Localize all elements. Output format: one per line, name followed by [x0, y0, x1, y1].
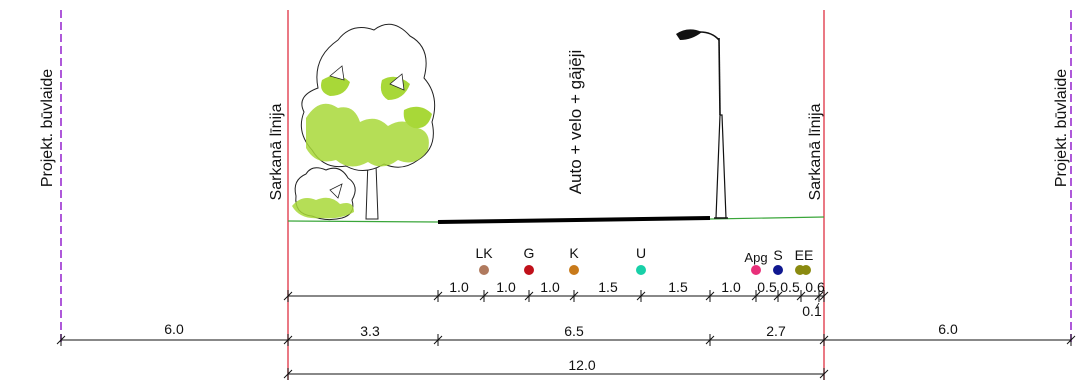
carriageway: [437, 216, 711, 224]
utility-apg: Apg: [744, 250, 768, 275]
section-dim-2: 6.5: [564, 323, 584, 339]
dim-leader: [815, 302, 820, 309]
section-dim-0: 6.0: [164, 321, 184, 337]
utility-dim-9: 0.1: [802, 303, 822, 319]
utility-dim-7: 0.5: [780, 279, 800, 295]
red-line-right-label: Sarkanā līnija: [807, 103, 824, 200]
utility-dim-3: 1.5: [598, 279, 618, 295]
utility-u-marker: [636, 265, 646, 275]
utility-apg-marker: [751, 265, 761, 275]
utility-lk-marker: [479, 265, 489, 275]
utility-apg-label: Apg: [744, 250, 767, 265]
building-line-right-label: Projekt. būvlaide: [1053, 69, 1070, 187]
utility-markers: LK G K U Apg S EE: [475, 245, 813, 275]
utility-dim-8: 0.6: [805, 279, 825, 295]
utility-k-label: K: [569, 245, 579, 261]
utility-dim-6: 0.5: [757, 279, 777, 295]
section-dim-1: 3.3: [360, 323, 380, 339]
utility-dim-1: 1.0: [496, 279, 516, 295]
street-lamp-icon: [676, 29, 728, 219]
utility-u-label: U: [636, 245, 646, 261]
utility-dim-2: 1.0: [540, 279, 560, 295]
total-dim: 12.0: [568, 357, 595, 373]
utility-g-label: G: [524, 245, 535, 261]
utility-s-marker: [773, 265, 783, 275]
utility-s-label: S: [773, 247, 782, 263]
utility-dim-4: 1.5: [668, 279, 688, 295]
utility-lk-label: LK: [475, 245, 493, 261]
utility-ee-marker-2: [801, 265, 811, 275]
utility-ee: EE: [795, 247, 814, 275]
road-label: Auto + velo + gājēji: [566, 50, 585, 195]
section-dim-4: 6.0: [938, 321, 958, 337]
section-dimension-line: [56, 334, 1076, 346]
building-line-left-label: Projekt. būvlaide: [39, 69, 56, 187]
utility-k-marker: [569, 265, 579, 275]
utility-s: S: [773, 247, 783, 275]
utility-lk: LK: [475, 245, 493, 275]
utility-g: G: [524, 245, 535, 275]
section-dim-3: 2.7: [766, 323, 786, 339]
utility-dim-5: 1.0: [721, 279, 741, 295]
tree-large-icon: [300, 23, 436, 220]
utility-u: U: [636, 245, 646, 275]
utility-k: K: [569, 245, 579, 275]
utility-dimension-line: [283, 290, 829, 302]
tree-small-icon: [292, 167, 356, 221]
utility-g-marker: [524, 265, 534, 275]
utility-dim-0: 1.0: [449, 279, 469, 295]
total-dimension-line: [283, 368, 829, 380]
utility-ee-label: EE: [795, 247, 814, 263]
red-line-left-label: Sarkanā līnija: [268, 103, 285, 200]
